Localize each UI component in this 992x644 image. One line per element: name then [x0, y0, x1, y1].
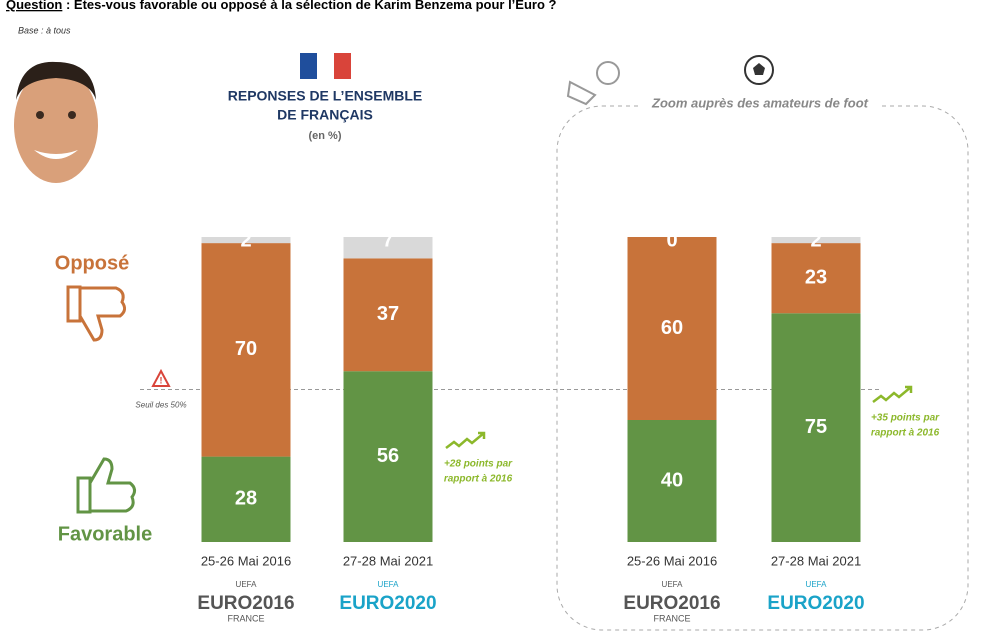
bar-segment [201, 237, 291, 244]
zoom-icon [566, 61, 620, 106]
logo-top: UEFA [378, 580, 400, 589]
bar-segment [627, 237, 717, 420]
value-label: 70 [235, 338, 257, 360]
value-label: 7 [382, 229, 393, 251]
x-tick-label: 25-26 Mai 2016 [627, 553, 717, 568]
bar-segment [343, 258, 433, 372]
portrait [14, 61, 98, 183]
value-label: 40 [661, 469, 683, 491]
warning-mark: ! [160, 375, 163, 385]
logo-bottom: FRANCE [653, 613, 690, 623]
value-label: 0 [666, 229, 677, 251]
question: Question : Etes-vous favorable ou opposé… [6, 0, 557, 12]
bar-segment [771, 243, 861, 314]
question-text: : Etes-vous favorable ou opposé à la sél… [62, 0, 556, 12]
annotation: rapport à 2016 [444, 474, 513, 485]
value-label: 2 [810, 229, 821, 251]
threshold-label: Seuil des 50% [135, 401, 186, 410]
bar-segment [343, 237, 433, 259]
bar-segment [343, 371, 433, 542]
value-label: 37 [377, 303, 399, 325]
chart-title: REPONSES DE L’ENSEMBLE [228, 88, 422, 104]
base: Base : à tous [18, 25, 71, 35]
logo-bottom: FRANCE [227, 613, 264, 623]
chart-subtitle: (en %) [309, 130, 342, 142]
logo-top: UEFA [662, 580, 684, 589]
x-tick-label: 25-26 Mai 2016 [201, 553, 291, 568]
series-name: Favorable [58, 523, 152, 545]
bar-segment [201, 243, 291, 457]
logo-top: UEFA [806, 580, 828, 589]
logo-main: EURO2016 [623, 593, 720, 614]
bar-segment [771, 237, 861, 244]
logo-main: EURO2020 [339, 593, 436, 614]
value-label: 75 [805, 416, 827, 438]
series-name: Opposé [55, 252, 129, 274]
value-label: 60 [661, 317, 683, 339]
logo-main: EURO2020 [767, 593, 864, 614]
question-label: Question [6, 0, 62, 12]
football-icon [744, 55, 774, 85]
value-label: 2 [240, 229, 251, 251]
bar-segment [201, 456, 291, 542]
trend-arrow [445, 431, 486, 449]
flag [300, 53, 351, 79]
warning-icon [151, 368, 171, 387]
annotation: +28 points par [444, 459, 513, 470]
logo-main: EURO2016 [197, 593, 294, 614]
x-tick-label: 27-28 Mai 2021 [343, 553, 433, 568]
zoom-frame [556, 105, 969, 631]
value-label: 23 [805, 266, 827, 288]
value-label: 56 [377, 445, 399, 467]
bar-segment [627, 420, 717, 542]
annotation: +35 points par [871, 413, 940, 424]
thumb-up-icon [76, 457, 137, 514]
logo-top: UEFA [236, 580, 258, 589]
trend-arrow [872, 385, 913, 403]
bar-segment [771, 313, 861, 542]
thumb-down-icon [66, 285, 127, 342]
chart-title: DE FRANÇAIS [277, 107, 373, 123]
value-label: 28 [235, 488, 257, 510]
chart-title: Zoom auprès des amateurs de foot [651, 95, 869, 110]
annotation: rapport à 2016 [871, 428, 940, 439]
title-backdrop [640, 94, 880, 114]
x-tick-label: 27-28 Mai 2021 [771, 553, 861, 568]
